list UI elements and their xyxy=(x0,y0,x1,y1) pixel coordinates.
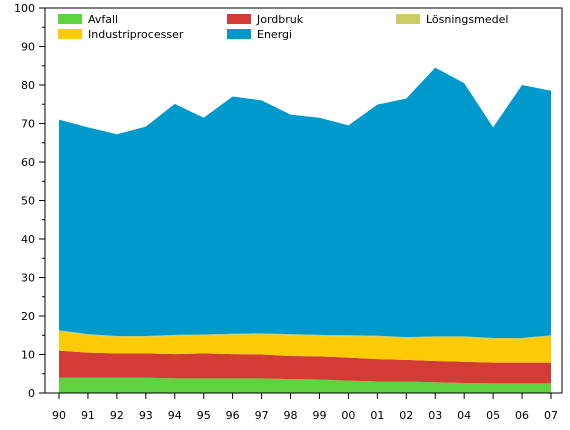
area-lösningsmedel xyxy=(59,330,551,340)
x-tick-label: 99 xyxy=(312,409,326,422)
y-tick-label: 100 xyxy=(14,2,35,15)
legend-label-avfall: Avfall xyxy=(88,13,118,26)
y-tick-label: 70 xyxy=(21,118,35,131)
x-tick-label: 90 xyxy=(52,409,66,422)
x-tick-label: 00 xyxy=(341,409,355,422)
y-tick-label: 10 xyxy=(21,349,35,362)
x-tick-label: 94 xyxy=(168,409,182,422)
x-tick-label: 92 xyxy=(110,409,124,422)
area-industriprocesser xyxy=(59,331,551,363)
area-jordbruk xyxy=(59,350,551,384)
y-tick-label: 20 xyxy=(21,310,35,323)
x-tick-label: 02 xyxy=(399,409,413,422)
x-tick-label: 97 xyxy=(255,409,269,422)
y-tick-label: 30 xyxy=(21,272,35,285)
x-tick-label: 01 xyxy=(370,409,384,422)
y-tick-label: 90 xyxy=(21,41,35,54)
x-tick-label: 91 xyxy=(81,409,95,422)
legend-swatch-energi xyxy=(227,29,251,39)
legend-label-jordbruk: Jordbruk xyxy=(256,13,304,26)
x-tick-label: 06 xyxy=(515,409,529,422)
y-tick-label: 80 xyxy=(21,79,35,92)
legend-label-energi: Energi xyxy=(257,28,292,41)
x-tick-label: 05 xyxy=(486,409,500,422)
legend-swatch-lösningsmedel xyxy=(396,14,420,24)
y-tick-label: 50 xyxy=(21,195,35,208)
area-energi xyxy=(59,67,551,338)
x-tick-label: 93 xyxy=(139,409,153,422)
x-tick-label: 03 xyxy=(428,409,442,422)
x-tick-label: 07 xyxy=(544,409,558,422)
area-avfall xyxy=(59,377,551,393)
x-tick-label: 04 xyxy=(457,409,471,422)
legend-label-industriprocesser: Industriprocesser xyxy=(88,28,184,41)
x-tick-label: 98 xyxy=(284,409,298,422)
legend-label-lösningsmedel: Lösningsmedel xyxy=(426,13,508,26)
y-tick-label: 0 xyxy=(28,387,35,400)
x-tick-label: 95 xyxy=(197,409,211,422)
y-tick-label: 60 xyxy=(21,156,35,169)
legend-swatch-jordbruk xyxy=(227,14,251,24)
legend-swatch-avfall xyxy=(58,14,82,24)
x-tick-label: 96 xyxy=(226,409,240,422)
y-tick-label: 40 xyxy=(21,233,35,246)
legend-swatch-industriprocesser xyxy=(58,29,82,39)
